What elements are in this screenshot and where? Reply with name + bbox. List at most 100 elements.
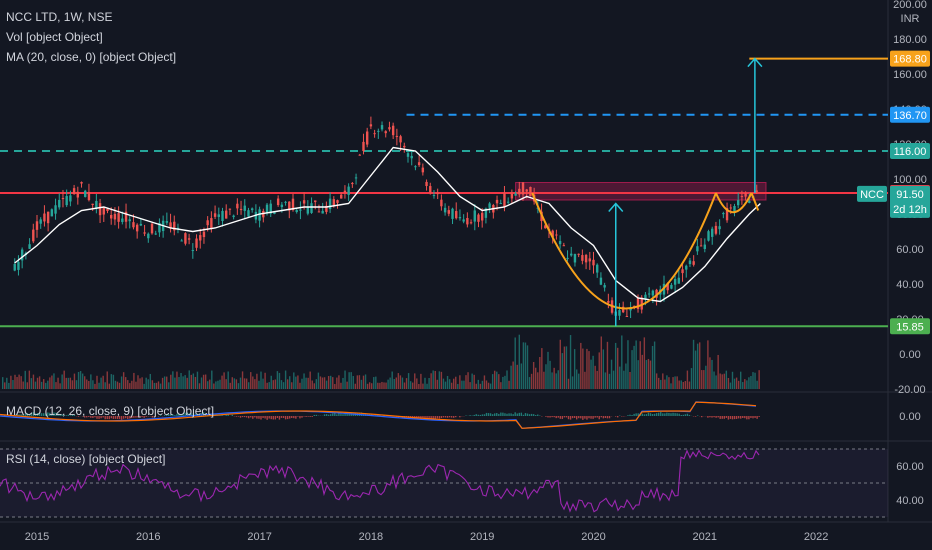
candle-body <box>729 207 732 209</box>
volume-bar <box>375 376 377 389</box>
volume-bar <box>77 371 80 389</box>
time-tick-label: 2016 <box>136 531 160 543</box>
volume-bar <box>256 373 258 389</box>
candle-body <box>314 200 317 203</box>
macd-histogram-bar <box>694 416 697 417</box>
volume-bar <box>723 373 725 389</box>
candle-body <box>636 298 640 309</box>
volume-bar <box>24 370 26 389</box>
last-price-tag <box>890 185 930 218</box>
target-arrow-head <box>747 57 763 68</box>
macd-histogram-bar <box>268 416 270 419</box>
volume-bar <box>699 342 701 389</box>
volume-bar <box>641 354 643 389</box>
candle-body <box>46 211 50 224</box>
macd-histogram-bar <box>448 416 451 418</box>
candle-body <box>755 190 758 192</box>
volume-bar <box>602 349 605 389</box>
volume-bar <box>4 382 6 389</box>
volume-bar <box>61 374 63 389</box>
macd-histogram-bar <box>235 416 238 417</box>
macd-histogram-bar <box>645 414 648 416</box>
candle-body <box>711 228 714 237</box>
volume-bar <box>535 367 537 389</box>
volume-bar <box>446 375 449 389</box>
macd-histogram-bar <box>485 412 488 416</box>
volume-bar <box>272 380 274 389</box>
macd-histogram-bar <box>721 416 723 419</box>
candle-body <box>725 208 729 221</box>
volume-bar <box>323 377 326 389</box>
volume-bar <box>346 381 348 389</box>
candle-body <box>707 231 710 241</box>
candle-body <box>647 293 651 295</box>
candle-body <box>629 308 632 311</box>
volume-bar <box>264 372 266 389</box>
volume-bar <box>200 377 203 389</box>
volume-bar <box>145 377 147 389</box>
volume-bar <box>653 341 656 389</box>
candle-body <box>340 194 343 199</box>
macd-histogram-bar <box>684 414 687 416</box>
time-tick-label: 2019 <box>470 531 494 543</box>
candle-body <box>621 306 625 313</box>
macd-histogram-bar <box>432 416 434 420</box>
macd-histogram-bar <box>528 414 531 416</box>
macd-histogram-bar <box>16 414 18 416</box>
volume-bar <box>631 350 633 389</box>
candle-body <box>72 188 76 195</box>
macd-histogram-bar <box>299 416 301 419</box>
macd-histogram-bar <box>172 414 174 416</box>
volume-bar <box>479 383 482 389</box>
volume-bar <box>678 380 680 389</box>
volume-bar <box>705 365 707 389</box>
macd-histogram-bar <box>45 413 47 416</box>
macd-histogram-bar <box>129 416 131 419</box>
volume-bar <box>438 371 441 389</box>
macd-histogram-bar <box>344 413 346 416</box>
volume-bar <box>440 371 443 389</box>
volume-bar <box>623 370 625 389</box>
volume-bar <box>727 377 730 389</box>
candle-body <box>299 209 302 211</box>
macd-histogram-bar <box>545 416 547 417</box>
volume-bar <box>163 376 166 389</box>
volume-bar <box>539 357 541 389</box>
candle-body <box>113 213 117 220</box>
volume-bar <box>688 381 691 389</box>
volume-bar <box>582 348 584 389</box>
macd-histogram-bar <box>641 413 643 416</box>
volume-bar <box>282 382 285 389</box>
volume-bar <box>159 383 162 389</box>
candle-body <box>280 204 284 208</box>
volume-bar <box>176 371 178 389</box>
volume-bar <box>426 383 428 389</box>
volume-bar <box>655 373 658 389</box>
volume-bar <box>352 376 354 389</box>
volume-bar <box>112 374 115 389</box>
macd-histogram-bar <box>584 416 586 419</box>
volume-bar <box>379 382 381 389</box>
volume-bar <box>289 376 291 389</box>
volume-bar <box>358 375 361 389</box>
volume-bar <box>147 379 149 389</box>
macd-histogram-bar <box>631 414 633 416</box>
candle-body <box>432 195 436 197</box>
macd-histogram-bar <box>658 412 660 416</box>
macd-histogram-bar <box>120 416 123 420</box>
candle-body <box>484 208 488 218</box>
macd-histogram-bar <box>504 413 506 416</box>
macd-histogram-bar <box>701 416 703 418</box>
macd-histogram-bar <box>532 414 535 416</box>
handle-tail <box>750 192 760 211</box>
candle-body <box>566 257 569 259</box>
macd-histogram-bar <box>526 413 529 416</box>
macd-histogram-bar <box>313 414 315 416</box>
macd-histogram-bar <box>752 416 754 419</box>
volume-bar <box>211 370 213 389</box>
volume-bar <box>407 373 410 389</box>
candle-body <box>124 211 128 222</box>
macd-histogram-bar <box>594 416 596 418</box>
macd-histogram-bar <box>352 413 354 416</box>
